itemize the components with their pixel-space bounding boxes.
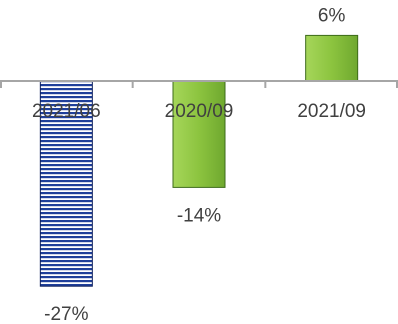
x-tick-label-2021/09: 2021/09 xyxy=(297,101,366,122)
data-label-2021/09: 6% xyxy=(318,5,346,26)
bar-2020/09 xyxy=(172,80,226,188)
data-label-2020/09: -14% xyxy=(177,205,221,226)
x-tick-label-2020/09: 2020/09 xyxy=(165,101,234,122)
bar-2021/09 xyxy=(305,34,359,82)
data-label-2021/06: -27% xyxy=(44,304,88,324)
x-tick-label-2021/06: 2021/06 xyxy=(32,101,101,122)
bar-2021/06 xyxy=(39,80,93,287)
